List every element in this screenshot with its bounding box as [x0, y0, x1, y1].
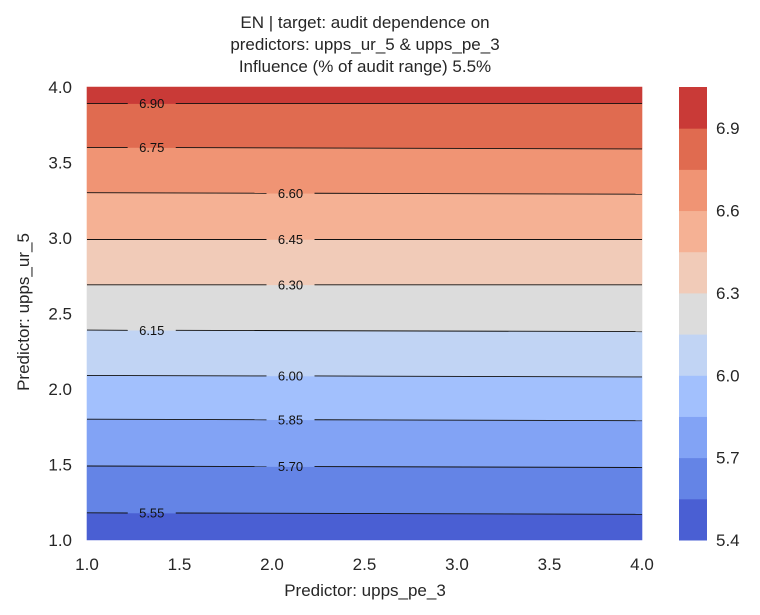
colorbar [679, 87, 707, 541]
y-tick-label-1: 1.5 [48, 456, 72, 475]
x-axis-ticks: 1.0 1.5 2.0 2.5 3.0 3.5 4.0 [75, 555, 654, 574]
colorbar-segment-7 [679, 210, 707, 253]
contour-line-5.70-right [314, 466, 643, 468]
y-tick-label-2: 2.0 [48, 380, 72, 399]
colorbar-tick-label-3: 6.3 [716, 284, 740, 303]
colorbar-tick-label-4: 6.6 [716, 202, 740, 221]
contour-band-5 [86, 284, 643, 332]
contour-fill-bands [86, 86, 643, 541]
colorbar-segment-6 [679, 251, 707, 294]
contour-line-5.55-right [175, 512, 643, 515]
contour-lines [86, 103, 643, 515]
colorbar-segment-3 [679, 375, 707, 417]
contour-line-6.15-right [175, 329, 643, 333]
contour-line-5.85-left [86, 418, 267, 421]
y-axis-label: Predictor: upps_ur_5 [14, 233, 33, 391]
contour-band-6 [86, 239, 643, 286]
y-tick-label-6: 4.0 [48, 78, 72, 97]
colorbar-segment-1 [679, 457, 707, 500]
colorbar-segment-10 [679, 87, 707, 129]
x-tick-label-1: 1.5 [168, 555, 192, 574]
contour-band-8 [86, 147, 643, 195]
contour-label-6.90: 6.90 [139, 96, 164, 111]
contour-label-6.00: 6.00 [278, 368, 303, 383]
contour-label-6.15: 6.15 [139, 323, 164, 338]
colorbar-segment-9 [679, 128, 707, 170]
contour-line-6.00-left [86, 374, 267, 377]
chart-title: EN | target: audit dependence on predict… [230, 13, 499, 76]
y-axis-ticks: 1.0 1.5 2.0 2.5 3.0 3.5 4.0 [48, 78, 72, 550]
contour-labels: 5.55 5.70 5.85 6.00 6.15 6.30 6.45 6.60 6.75 6.90 [139, 96, 303, 520]
colorbar-tick-label-5: 6.9 [716, 119, 740, 138]
contour-line-6.60-right [314, 192, 643, 195]
contour-line-6.00-right [314, 375, 643, 378]
contour-band-3 [86, 375, 643, 422]
y-tick-label-4: 3.0 [48, 229, 72, 248]
title-line-3: Influence (% of audit range) 5.5% [239, 57, 491, 76]
contour-band-10 [86, 86, 643, 104]
contour-band-7 [86, 192, 643, 240]
colorbar-segment-8 [679, 169, 707, 212]
y-tick-label-0: 1.0 [48, 531, 72, 550]
contour-band-2 [86, 418, 643, 468]
contour-band-4 [86, 329, 643, 378]
contour-label-6.60: 6.60 [278, 186, 303, 201]
title-line-2: predictors: upps_ur_5 & upps_pe_3 [230, 35, 499, 54]
x-tick-label-6: 4.0 [630, 555, 654, 574]
colorbar-segment-4 [679, 334, 707, 376]
contour-line-6.60-left [86, 192, 267, 194]
contour-label-5.85: 5.85 [278, 412, 303, 427]
x-tick-label-0: 1.0 [75, 555, 99, 574]
contour-label-6.45: 6.45 [278, 232, 303, 247]
contour-band-1 [86, 465, 643, 515]
title-line-1: EN | target: audit dependence on [240, 13, 489, 32]
contour-line-5.70-left [86, 465, 267, 468]
colorbar-tick-label-0: 5.4 [716, 531, 740, 550]
x-tick-label-3: 2.5 [353, 555, 377, 574]
y-tick-label-5: 3.5 [48, 154, 72, 173]
contour-line-6.75-right [175, 147, 643, 150]
x-tick-label-4: 3.0 [445, 555, 469, 574]
contour-label-6.75: 6.75 [139, 140, 164, 155]
colorbar-segment-2 [679, 416, 707, 459]
contour-label-5.70: 5.70 [278, 459, 303, 474]
x-tick-label-2: 2.0 [260, 555, 284, 574]
contour-label-5.55: 5.55 [139, 505, 164, 520]
colorbar-segment-5 [679, 292, 707, 335]
colorbar-tick-label-1: 5.7 [716, 449, 740, 468]
colorbar-segment-0 [679, 498, 707, 541]
contour-line-5.85-right [314, 419, 643, 422]
colorbar-tick-label-2: 6.0 [716, 366, 740, 385]
x-axis-label: Predictor: upps_pe_3 [284, 581, 446, 600]
y-tick-label-3: 2.5 [48, 305, 72, 324]
contour-label-6.30: 6.30 [278, 277, 303, 292]
contour-band-0 [86, 512, 643, 541]
x-tick-label-5: 3.5 [538, 555, 562, 574]
colorbar-ticks: 5.4 5.7 6.0 6.3 6.6 6.9 [716, 119, 740, 550]
contour-band-9 [86, 103, 643, 150]
